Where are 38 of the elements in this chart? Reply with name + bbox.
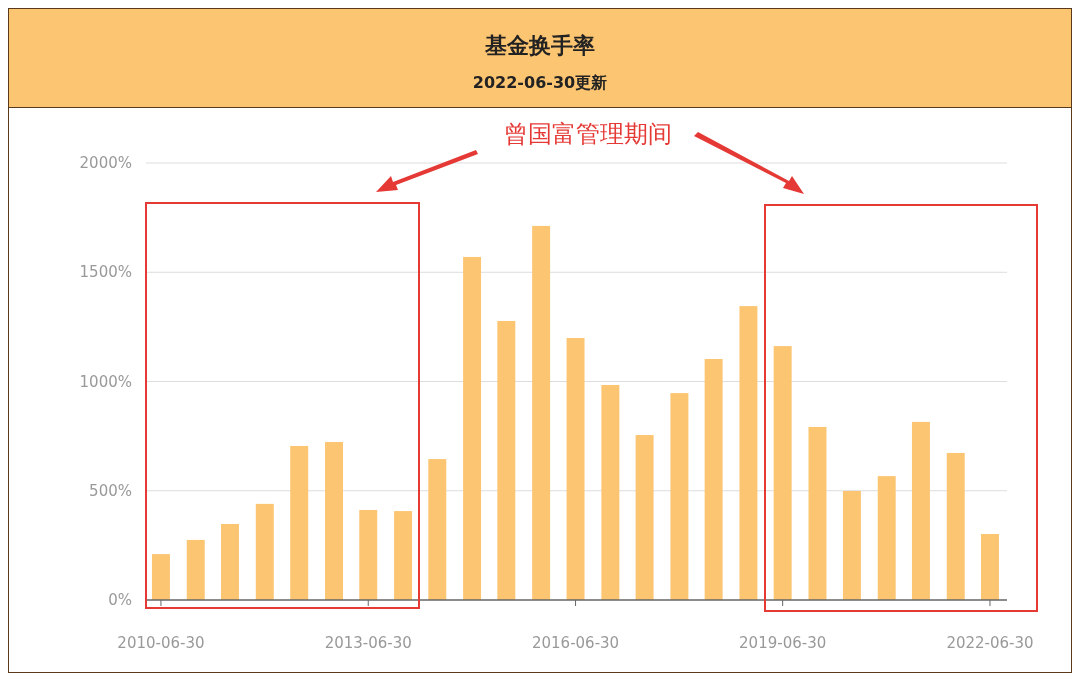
bar — [670, 393, 689, 600]
bar — [221, 523, 239, 600]
y-tick-label: 2000% — [79, 154, 132, 172]
x-tick-label: 2010-06-30 — [117, 634, 205, 652]
text: 曾国富管理期间 — [504, 120, 672, 148]
bar — [566, 338, 585, 600]
bar — [601, 385, 620, 600]
x-tick-label: 2019-06-30 — [739, 634, 827, 652]
y-tick-label: 500% — [89, 481, 132, 500]
chart-title: 基金换手率 — [484, 33, 595, 58]
bar — [704, 359, 723, 600]
bar — [151, 554, 170, 600]
bar — [911, 421, 930, 600]
x-tick-label: 2016-06-30 — [531, 634, 620, 652]
bar — [428, 459, 447, 600]
bar — [359, 509, 378, 600]
bar — [186, 539, 205, 600]
y-tick-label: 1500% — [79, 263, 132, 282]
bar — [497, 320, 516, 600]
bar — [739, 306, 758, 600]
bar — [255, 503, 274, 600]
bar — [808, 426, 827, 600]
y-tick-label: 1000% — [79, 372, 132, 391]
bar — [394, 511, 413, 600]
bar — [773, 346, 792, 600]
bar — [635, 435, 654, 600]
bar — [946, 452, 965, 600]
x-tick-label: 2022-06-30 — [946, 634, 1034, 652]
bar — [877, 476, 896, 600]
x-tick-label: 2013-06-30 — [324, 634, 412, 652]
chart-subtitle: 2022-06-30更新 — [472, 73, 608, 92]
bar — [463, 256, 482, 600]
bar — [532, 225, 551, 600]
bar — [842, 490, 861, 600]
bar — [290, 445, 309, 600]
bar — [981, 534, 999, 600]
bar — [325, 442, 343, 600]
y-tick-label: 0% — [108, 591, 132, 609]
